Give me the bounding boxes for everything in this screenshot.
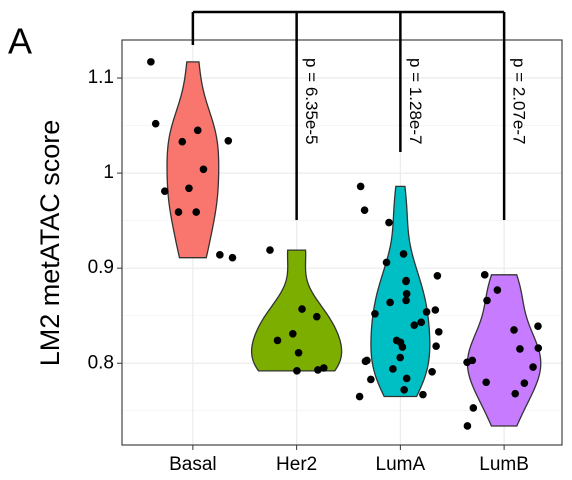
- data-point: [534, 344, 543, 352]
- data-point: [534, 322, 542, 330]
- violin: [370, 185, 431, 398]
- data-point: [174, 208, 183, 216]
- data-point: [396, 353, 404, 362]
- data-point: [228, 253, 237, 262]
- data-point: [293, 367, 301, 375]
- data-point: [389, 365, 397, 373]
- data-point: [298, 305, 306, 313]
- panel-label: A: [8, 21, 32, 62]
- data-point: [385, 218, 393, 227]
- data-point: [480, 271, 489, 279]
- y-tick-label: 1: [103, 162, 114, 183]
- data-point: [185, 184, 193, 193]
- data-point: [419, 390, 427, 399]
- data-point: [314, 366, 322, 374]
- data-point: [402, 296, 410, 305]
- x-tick-label: Her2: [276, 454, 317, 475]
- x-tick-label: Basal: [169, 454, 217, 475]
- data-point: [266, 246, 274, 254]
- data-point: [371, 310, 379, 318]
- data-point: [356, 182, 365, 191]
- data-point: [382, 258, 391, 267]
- data-point: [434, 328, 443, 336]
- data-point: [216, 251, 224, 259]
- data-point: [367, 375, 375, 384]
- data-point: [431, 306, 440, 314]
- data-point: [432, 342, 440, 350]
- data-point: [516, 345, 524, 353]
- data-point: [402, 290, 411, 298]
- x-tick-label: LumB: [479, 454, 529, 475]
- p-value-label: p = 2.07e-7: [510, 58, 529, 145]
- data-point: [355, 392, 364, 401]
- data-point: [510, 326, 518, 334]
- data-point: [483, 296, 491, 305]
- y-tick-label: 0.8: [88, 352, 114, 373]
- data-point: [294, 348, 303, 357]
- plot-border: [121, 39, 563, 446]
- data-point: [399, 250, 408, 258]
- data-point: [289, 329, 297, 338]
- data-point: [273, 336, 282, 345]
- data-point: [529, 363, 537, 371]
- data-point: [402, 374, 411, 383]
- data-point: [428, 367, 436, 376]
- data-point: [410, 321, 419, 330]
- data-point: [386, 298, 394, 307]
- data-point: [400, 386, 408, 394]
- data-point: [520, 379, 529, 388]
- p-value-label: p = 1.28e-7: [406, 58, 425, 145]
- data-point: [199, 165, 208, 174]
- data-point: [192, 208, 201, 216]
- data-point: [147, 58, 155, 66]
- data-point: [417, 318, 425, 327]
- data-point: [312, 312, 321, 321]
- data-point: [433, 271, 442, 280]
- data-point: [469, 404, 478, 412]
- x-tick-label: LumA: [376, 454, 426, 475]
- data-point: [193, 126, 202, 135]
- data-point: [360, 206, 369, 214]
- data-point: [402, 277, 410, 286]
- data-point: [422, 308, 431, 316]
- data-point: [178, 137, 187, 146]
- violin: [466, 274, 542, 427]
- data-point: [463, 422, 472, 430]
- y-axis-label: LM2 metATAC score: [35, 120, 65, 367]
- data-point: [361, 357, 370, 366]
- data-point: [482, 378, 490, 387]
- data-point: [151, 119, 160, 128]
- data-point: [160, 187, 169, 195]
- data-point: [398, 343, 407, 351]
- data-point: [319, 364, 328, 372]
- data-point: [463, 358, 471, 367]
- y-tick-label: 1.1: [88, 67, 114, 88]
- p-value-label: p = 6.35e-5: [302, 58, 321, 145]
- data-point: [224, 136, 233, 145]
- data-point: [493, 286, 502, 294]
- data-point: [511, 389, 520, 398]
- y-tick-label: 0.9: [88, 257, 114, 278]
